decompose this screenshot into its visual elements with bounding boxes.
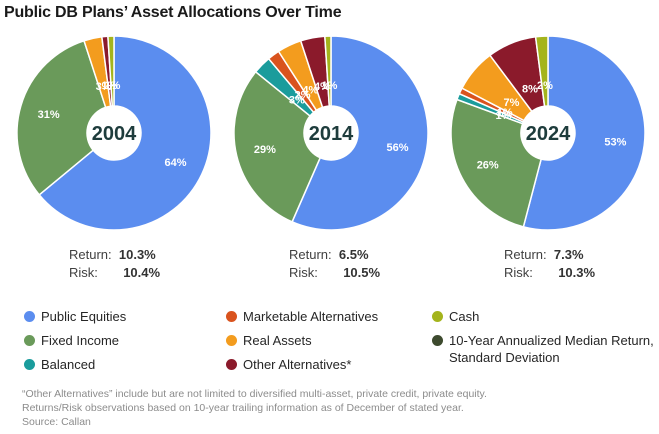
- slice-label-cash: 1%: [105, 80, 121, 92]
- risk-value: 10.3%: [558, 265, 596, 280]
- slice-label-balanced: 1%: [496, 110, 512, 122]
- footnote: “Other Alternatives” include but are not…: [22, 387, 487, 429]
- slice-label-real-assets: 3%: [96, 81, 112, 93]
- footnote-line: Source: Callan: [22, 416, 91, 428]
- footnote-line: “Other Alternatives” include but are not…: [22, 388, 487, 400]
- legend-dot: [226, 311, 237, 322]
- risk-value: 10.5%: [343, 265, 381, 280]
- slice-label-fixed-income: 29%: [254, 144, 276, 156]
- slice-label-fixed-income: 31%: [38, 109, 60, 121]
- legend-label: 10-Year Annualized Median Return, Standa…: [449, 333, 654, 365]
- donut-hole: [521, 106, 575, 160]
- legend-item-balanced: Balanced: [24, 356, 95, 373]
- legend-dot: [24, 335, 35, 346]
- legend-label: Public Equities: [41, 309, 127, 324]
- legend-item-public-equities: Public Equities: [24, 308, 126, 325]
- risk-label: Risk:: [69, 265, 98, 280]
- slice-label-balanced: 3%: [289, 94, 305, 106]
- donut-hole: [87, 106, 141, 160]
- legend-item-median-return: 10-Year Annualized Median Return, Standa…: [432, 332, 654, 366]
- legend-item-other-alternatives: Other Alternatives*: [226, 356, 351, 373]
- legend-item-cash: Cash: [432, 308, 479, 325]
- stats-2014: Return: 6.5% Risk: 10.5%: [289, 246, 380, 282]
- slice-label-real-assets: 4%: [302, 85, 318, 97]
- legend-dot: [226, 359, 237, 370]
- slice-label-other-alternatives: 8%: [522, 84, 538, 96]
- return-label: Return:: [504, 247, 547, 262]
- legend-dot: [24, 359, 35, 370]
- slice-label-other-alternatives: 4%: [314, 81, 330, 93]
- legend-label: Balanced: [41, 357, 96, 372]
- return-value: 7.3%: [553, 247, 584, 262]
- risk-label: Risk:: [289, 265, 318, 280]
- slice-label-cash: 2%: [537, 80, 553, 92]
- legend-label: Real Assets: [243, 333, 312, 348]
- legend-label: Marketable Alternatives: [243, 309, 379, 324]
- footnote-line: Returns/Risk observations based on 10-ye…: [22, 402, 464, 414]
- stats-2004: Return: 10.3% Risk: 10.4%: [69, 246, 160, 282]
- return-value: 10.3%: [118, 247, 156, 262]
- legend-dot: [432, 311, 443, 322]
- slice-label-public-equities: 53%: [604, 137, 626, 149]
- center-year-label: 2004: [92, 123, 137, 145]
- slice-label-marketable-alternatives: 2%: [295, 89, 311, 101]
- slice-label-cash: 1%: [322, 80, 338, 92]
- legend-dot: [432, 335, 443, 346]
- legend-item-marketable-alternatives: Marketable Alternatives: [226, 308, 378, 325]
- donut-chart-2004: 64%31%3%1%1%2004: [16, 35, 212, 231]
- risk-value: 10.4%: [123, 265, 161, 280]
- legend-item-fixed-income: Fixed Income: [24, 332, 119, 349]
- legend-dot: [24, 311, 35, 322]
- slice-label-public-equities: 64%: [165, 157, 187, 169]
- center-year-label: 2014: [309, 123, 354, 145]
- legend-label: Other Alternatives*: [243, 357, 352, 372]
- return-label: Return:: [69, 247, 112, 262]
- slice-label-marketable-alternatives: 1%: [497, 107, 513, 119]
- slice-label-real-assets: 7%: [503, 97, 519, 109]
- return-label: Return:: [289, 247, 332, 262]
- slice-label-fixed-income: 26%: [477, 159, 499, 171]
- risk-label: Risk:: [504, 265, 533, 280]
- return-value: 6.5%: [338, 247, 369, 262]
- donut-hole: [304, 106, 358, 160]
- legend-label: Cash: [449, 309, 480, 324]
- legend-label: Fixed Income: [41, 333, 120, 348]
- slice-label-other-alternatives: 1%: [102, 80, 118, 92]
- donut-chart-2014: 56%29%3%2%4%4%1%2014: [233, 35, 429, 231]
- donut-chart-2024: 53%26%1%1%7%8% 2%2024: [450, 35, 646, 231]
- chart-title: Public DB Plans’ Asset Allocations Over …: [4, 4, 342, 21]
- legend-dot: [226, 335, 237, 346]
- slice-label-public-equities: 56%: [387, 142, 409, 154]
- center-year-label: 2024: [526, 123, 571, 145]
- stats-2024: Return: 7.3% Risk: 10.3%: [504, 246, 595, 282]
- legend-item-real-assets: Real Assets: [226, 332, 312, 349]
